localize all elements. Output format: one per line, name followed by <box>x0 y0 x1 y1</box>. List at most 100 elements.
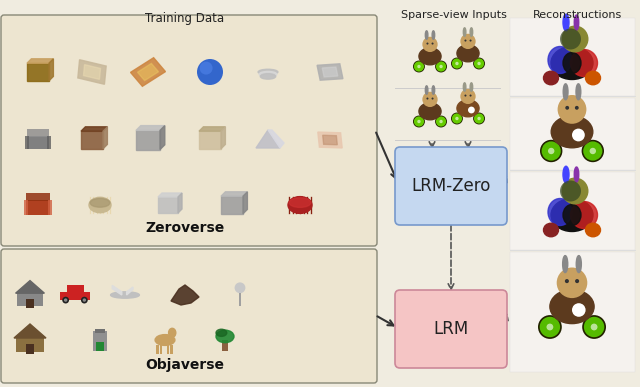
Polygon shape <box>81 127 108 131</box>
Circle shape <box>435 116 447 127</box>
Polygon shape <box>158 193 182 197</box>
Ellipse shape <box>168 328 176 337</box>
Circle shape <box>465 39 467 41</box>
Ellipse shape <box>563 204 581 226</box>
Circle shape <box>422 37 438 52</box>
Circle shape <box>83 298 86 302</box>
Circle shape <box>451 113 463 125</box>
Circle shape <box>474 58 484 68</box>
Circle shape <box>414 62 424 72</box>
Ellipse shape <box>550 289 594 324</box>
Ellipse shape <box>259 72 277 77</box>
Ellipse shape <box>470 28 473 36</box>
Circle shape <box>81 297 88 303</box>
Bar <box>510 98 635 170</box>
Circle shape <box>477 117 481 120</box>
Circle shape <box>591 324 598 330</box>
Circle shape <box>64 298 67 302</box>
Polygon shape <box>199 127 225 131</box>
Bar <box>167 346 170 354</box>
Bar <box>16 338 44 352</box>
Circle shape <box>417 120 420 123</box>
Circle shape <box>455 62 459 65</box>
Ellipse shape <box>432 86 435 94</box>
Circle shape <box>422 92 438 107</box>
Ellipse shape <box>89 197 111 213</box>
Circle shape <box>547 324 554 330</box>
Circle shape <box>470 94 472 97</box>
Bar <box>26 344 34 354</box>
Polygon shape <box>221 196 243 214</box>
Text: 3: 3 <box>575 305 582 315</box>
Circle shape <box>548 148 554 154</box>
Polygon shape <box>317 64 343 80</box>
Polygon shape <box>221 192 248 196</box>
Circle shape <box>474 113 484 123</box>
Ellipse shape <box>216 329 227 336</box>
Polygon shape <box>323 67 338 77</box>
Ellipse shape <box>457 100 479 117</box>
Polygon shape <box>103 127 108 149</box>
Bar <box>93 331 108 351</box>
Bar <box>47 135 51 149</box>
Ellipse shape <box>570 202 598 228</box>
Bar <box>510 252 635 372</box>
Ellipse shape <box>563 166 569 183</box>
Circle shape <box>452 58 462 68</box>
Polygon shape <box>15 281 44 293</box>
Circle shape <box>589 148 596 154</box>
Circle shape <box>540 140 563 162</box>
Bar <box>510 18 635 96</box>
Polygon shape <box>256 130 280 148</box>
Ellipse shape <box>576 84 581 100</box>
Ellipse shape <box>543 71 559 85</box>
Circle shape <box>414 116 424 127</box>
Text: Reconstructions: Reconstructions <box>533 10 623 20</box>
Circle shape <box>565 106 569 110</box>
Polygon shape <box>199 131 221 149</box>
Circle shape <box>200 62 212 75</box>
Ellipse shape <box>426 86 428 94</box>
Ellipse shape <box>463 28 466 36</box>
Ellipse shape <box>258 69 278 75</box>
Polygon shape <box>158 197 178 213</box>
Polygon shape <box>112 285 122 295</box>
Circle shape <box>565 279 569 283</box>
Bar <box>97 342 104 351</box>
Bar <box>27 129 49 137</box>
Bar <box>222 340 228 351</box>
Polygon shape <box>138 63 159 80</box>
Circle shape <box>413 60 425 72</box>
Circle shape <box>582 315 606 339</box>
Circle shape <box>560 180 581 202</box>
Circle shape <box>538 315 562 339</box>
Ellipse shape <box>574 167 579 182</box>
Circle shape <box>572 128 585 141</box>
Ellipse shape <box>419 48 441 65</box>
Text: Objaverse: Objaverse <box>145 358 225 372</box>
Circle shape <box>413 116 425 127</box>
Circle shape <box>584 317 604 337</box>
Ellipse shape <box>548 199 572 226</box>
Polygon shape <box>81 131 103 149</box>
Bar <box>159 346 163 354</box>
Bar <box>60 291 90 300</box>
Bar <box>27 135 49 149</box>
Circle shape <box>541 141 561 161</box>
Circle shape <box>62 297 69 303</box>
Ellipse shape <box>260 74 276 79</box>
Polygon shape <box>78 60 106 84</box>
Circle shape <box>460 89 476 104</box>
Circle shape <box>455 117 459 120</box>
Ellipse shape <box>551 199 593 231</box>
Polygon shape <box>127 287 133 295</box>
Circle shape <box>560 29 581 50</box>
Circle shape <box>436 62 446 72</box>
Circle shape <box>561 26 589 53</box>
Circle shape <box>439 120 443 123</box>
Circle shape <box>435 60 447 72</box>
Circle shape <box>431 98 433 99</box>
Bar <box>170 346 173 354</box>
Ellipse shape <box>155 335 175 346</box>
Ellipse shape <box>216 330 234 343</box>
